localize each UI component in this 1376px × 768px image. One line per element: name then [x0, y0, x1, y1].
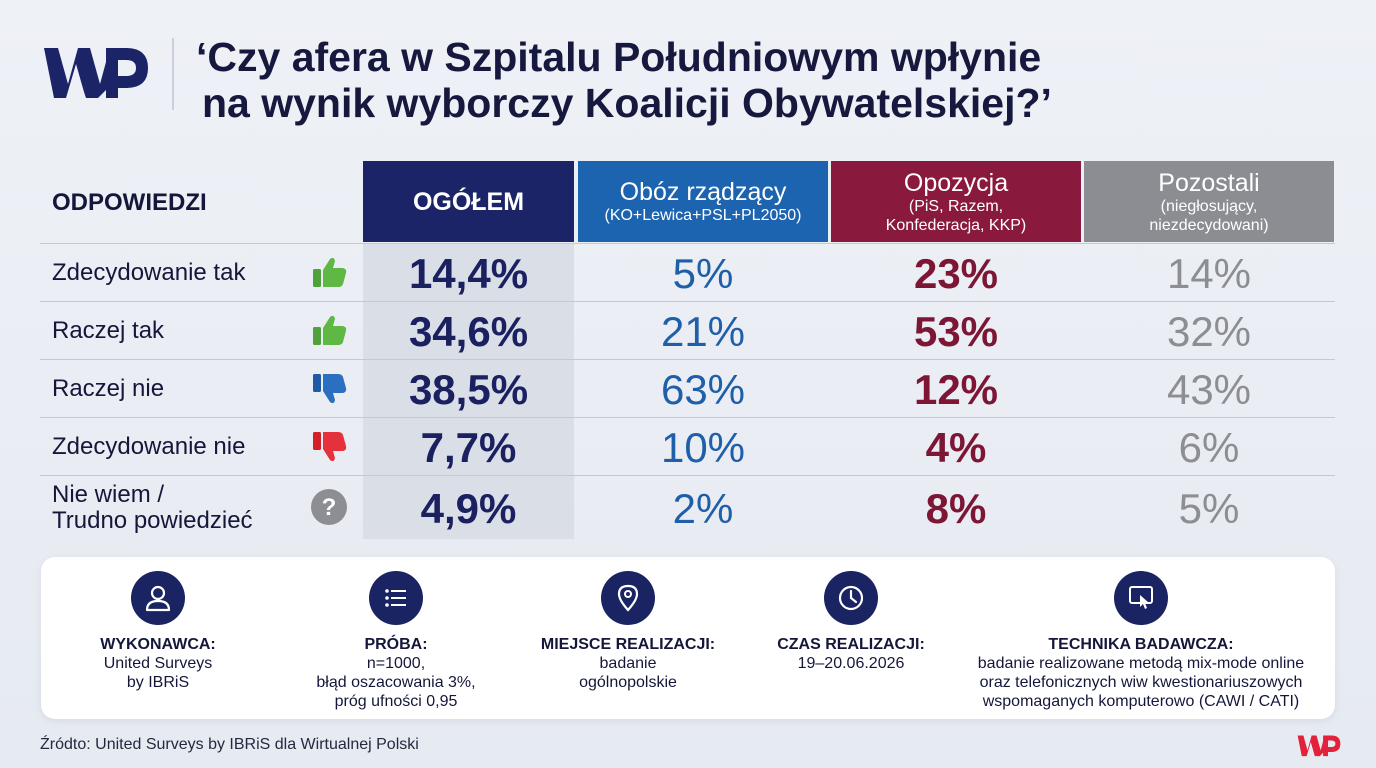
- header-ruling-label: Obóz rządzący: [619, 178, 787, 206]
- title-line-2: na wynik wyborczy Koalicji Obywatelskiej…: [202, 80, 1052, 126]
- value-ruling: 63%: [660, 366, 746, 413]
- clock-icon: [824, 571, 878, 625]
- value-others: 14%: [1166, 250, 1252, 297]
- value-others: 6%: [1178, 424, 1240, 471]
- table-row: Raczej nie 38,5% 63% 12% 43%: [40, 359, 1335, 417]
- info-text: badanie realizowane metodą mix-mode onli…: [977, 655, 1305, 672]
- header-total: OGÓŁEM: [363, 161, 574, 242]
- header-others: Pozostali (niegłosujący, niezdecydowani): [1084, 161, 1334, 242]
- info-label: WYKONAWCA:: [100, 636, 216, 653]
- thumbs-down-icon: [313, 374, 347, 404]
- wp-logo-small: [1297, 735, 1341, 757]
- row-label-line-1: Nie wiem /: [52, 481, 165, 508]
- table-row: Zdecydowanie nie 7,7% 10% 4% 6%: [40, 417, 1335, 475]
- info-text: błąd oszacowania 3%,: [316, 674, 476, 691]
- info-text: by IBRiS: [126, 674, 190, 691]
- header-total-label: OGÓŁEM: [412, 187, 525, 216]
- survey-info-panel: WYKONAWCA: United Surveys by IBRiS PRÓBA…: [41, 557, 1335, 719]
- info-text: n=1000,: [366, 655, 426, 672]
- info-label: MIEJSCE REALIZACJI:: [540, 636, 716, 653]
- value-opposition: 23%: [913, 250, 999, 297]
- header-others-sub-1: (niegłosujący,: [1160, 197, 1258, 215]
- info-text: oraz telefonicznych wiw kwestionariuszow…: [979, 674, 1303, 691]
- question-icon: ?: [311, 489, 347, 525]
- info-text: wspomaganych komputerowo (CAWI / CATI): [982, 693, 1300, 710]
- header-opposition-sub-2: Konfederacja, KKP): [885, 216, 1027, 234]
- value-total: 38,5%: [408, 366, 529, 413]
- info-time: CZAS REALIZACJI: 19–20.06.2026: [761, 571, 941, 673]
- value-others: 32%: [1166, 308, 1252, 355]
- value-opposition: 8%: [925, 485, 987, 532]
- value-others: 43%: [1166, 366, 1252, 413]
- value-ruling: 2%: [672, 485, 734, 532]
- location-pin-icon: [601, 571, 655, 625]
- table-row: Raczej tak 34,6% 21% 53% 32%: [40, 301, 1335, 359]
- info-text: próg ufności 0,95: [334, 693, 458, 710]
- thumbs-down-icon: [313, 432, 347, 462]
- list-icon: [369, 571, 423, 625]
- value-ruling: 10%: [660, 424, 746, 471]
- info-label: PRÓBA:: [364, 636, 428, 653]
- info-label: TECHNIKA BADAWCZA:: [1048, 636, 1234, 653]
- page-title: ‘Czy afera w Szpitalu Południowym wpłyni…: [196, 34, 1196, 126]
- header-opposition-label: Opozycja: [903, 168, 1009, 197]
- header-ruling: Obóz rządzący (KO+Lewica+PSL+PL2050): [578, 161, 828, 242]
- info-text: 19–20.06.2026: [797, 655, 905, 672]
- value-opposition: 53%: [913, 308, 999, 355]
- header-opposition: Opozycja (PiS, Razem, Konfederacja, KKP): [831, 161, 1081, 242]
- info-sample: PRÓBA: n=1000, błąd oszacowania 3%, próg…: [291, 571, 501, 711]
- wp-logo: [44, 48, 148, 98]
- info-text: United Surveys: [103, 655, 213, 672]
- row-label: Raczej tak: [52, 317, 165, 344]
- table-row: Nie wiem / Trudno powiedzieć ? 4,9% 2% 8…: [40, 475, 1335, 539]
- thumbs-up-icon: [313, 257, 347, 287]
- row-label-line-2: Trudno powiedzieć: [52, 507, 253, 534]
- value-others: 5%: [1178, 485, 1240, 532]
- title-line-1: ‘Czy afera w Szpitalu Południowym wpłyni…: [196, 34, 1042, 80]
- person-icon: [131, 571, 185, 625]
- info-label: CZAS REALIZACJI:: [777, 636, 925, 653]
- value-ruling: 5%: [672, 250, 734, 297]
- total-column-shade: [363, 243, 574, 539]
- answers-header: ODPOWIEDZI: [52, 189, 207, 216]
- value-total: 7,7%: [420, 424, 517, 471]
- value-opposition: 12%: [913, 366, 999, 413]
- table-header: ODPOWIEDZI OGÓŁEM Obóz rządzący (KO+Lewi…: [40, 161, 1335, 243]
- header-others-label: Pozostali: [1158, 168, 1260, 197]
- row-label: Zdecydowanie nie: [52, 433, 246, 460]
- header-opposition-sub-1: (PiS, Razem,: [908, 197, 1004, 215]
- header-ruling-sub: (KO+Lewica+PSL+PL2050): [604, 207, 802, 224]
- info-technique: TECHNIKA BADAWCZA: badanie realizowane m…: [951, 571, 1331, 711]
- value-ruling: 21%: [660, 308, 746, 355]
- table-row: Zdecydowanie tak 14,4% 5% 23% 14%: [40, 243, 1335, 301]
- info-location: MIEJSCE REALIZACJI: badanie ogólnopolski…: [528, 571, 728, 692]
- svg-text:?: ?: [322, 494, 337, 521]
- value-total: 4,9%: [420, 485, 517, 532]
- value-total: 14,4%: [408, 250, 529, 297]
- row-label: Raczej nie: [52, 375, 165, 402]
- thumbs-up-icon: [313, 315, 347, 345]
- title-divider: [172, 38, 174, 110]
- value-total: 34,6%: [408, 308, 529, 355]
- header-others-sub-2: niezdecydowani): [1149, 216, 1269, 234]
- info-text: ogólnopolskie: [579, 674, 677, 691]
- row-label: Zdecydowanie tak: [52, 259, 246, 286]
- source-note: Źródto: United Surveys by IBRiS dla Wirt…: [40, 736, 419, 753]
- info-text: badanie: [599, 655, 657, 672]
- value-opposition: 4%: [925, 424, 987, 471]
- touch-screen-icon: [1114, 571, 1168, 625]
- info-contractor: WYKONAWCA: United Surveys by IBRiS: [83, 571, 233, 692]
